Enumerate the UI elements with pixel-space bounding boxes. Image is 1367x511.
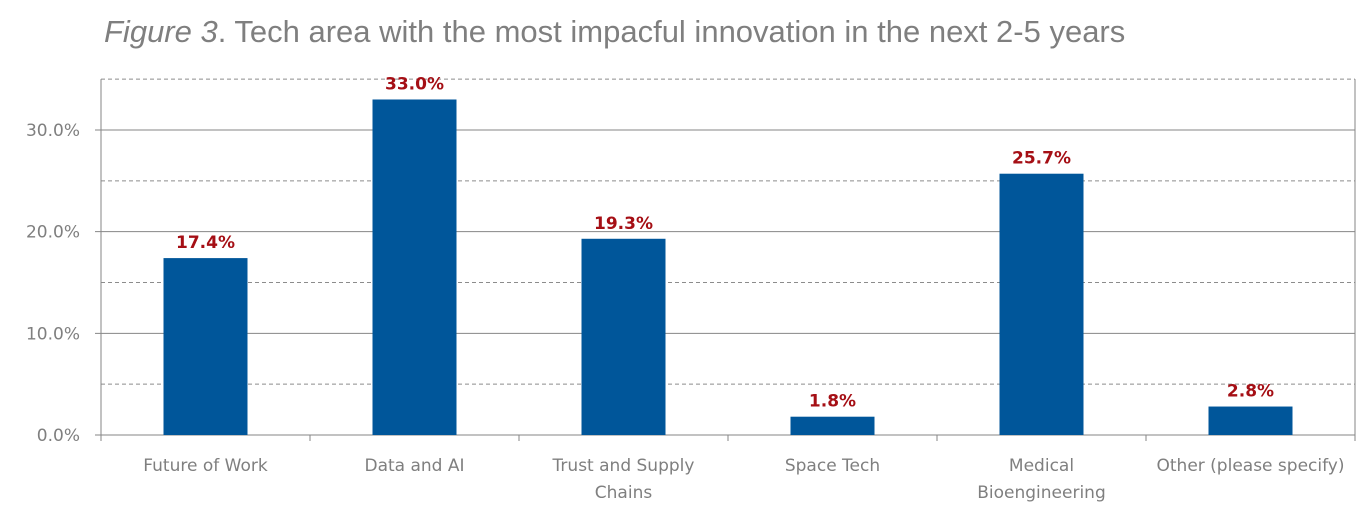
x-tick-label-line: Data and AI — [364, 456, 464, 476]
title-text: . Tech area with the most impacful innov… — [217, 14, 1126, 49]
title-figure-number: Figure 3 — [104, 14, 218, 49]
x-tick-label: Space Tech — [785, 456, 880, 476]
data-label: 25.7% — [1012, 149, 1071, 169]
data-label: 33.0% — [385, 74, 444, 94]
chart-title: Figure 3. Tech area with the most impacf… — [104, 14, 1125, 50]
data-label: 2.8% — [1227, 382, 1274, 402]
x-tick-label-line: Future of Work — [143, 456, 268, 476]
x-tick-label-line: Trust and Supply — [552, 456, 695, 476]
y-tick-label: 30.0% — [26, 121, 80, 141]
y-tick-label: 0.0% — [37, 426, 80, 446]
bar — [372, 99, 457, 435]
x-tick-label-line: Medical — [1009, 456, 1074, 476]
bar — [790, 416, 875, 435]
data-label: 19.3% — [594, 214, 653, 234]
x-tick-label: Future of Work — [143, 456, 268, 476]
y-tick-label: 20.0% — [26, 223, 80, 243]
x-tick-label: Trust and Supply Chains — [552, 456, 695, 503]
x-tick-label-line: Chains — [595, 483, 653, 503]
data-label: 1.8% — [809, 392, 856, 412]
bar — [163, 258, 248, 435]
x-tick-label-line: Bioengineering — [977, 483, 1106, 503]
x-tick-label-line: Space Tech — [785, 456, 880, 476]
bar — [999, 173, 1084, 435]
x-tick-label: Other (please specify) — [1157, 456, 1345, 476]
x-tick-label: Data and AI — [364, 456, 464, 476]
x-tick-label: Medical Bioengineering — [977, 456, 1106, 503]
bar — [581, 238, 666, 435]
x-tick-label-line: Other (please specify) — [1157, 456, 1345, 476]
data-label: 17.4% — [176, 233, 235, 253]
bar — [1208, 406, 1293, 435]
y-tick-label: 10.0% — [26, 324, 80, 344]
